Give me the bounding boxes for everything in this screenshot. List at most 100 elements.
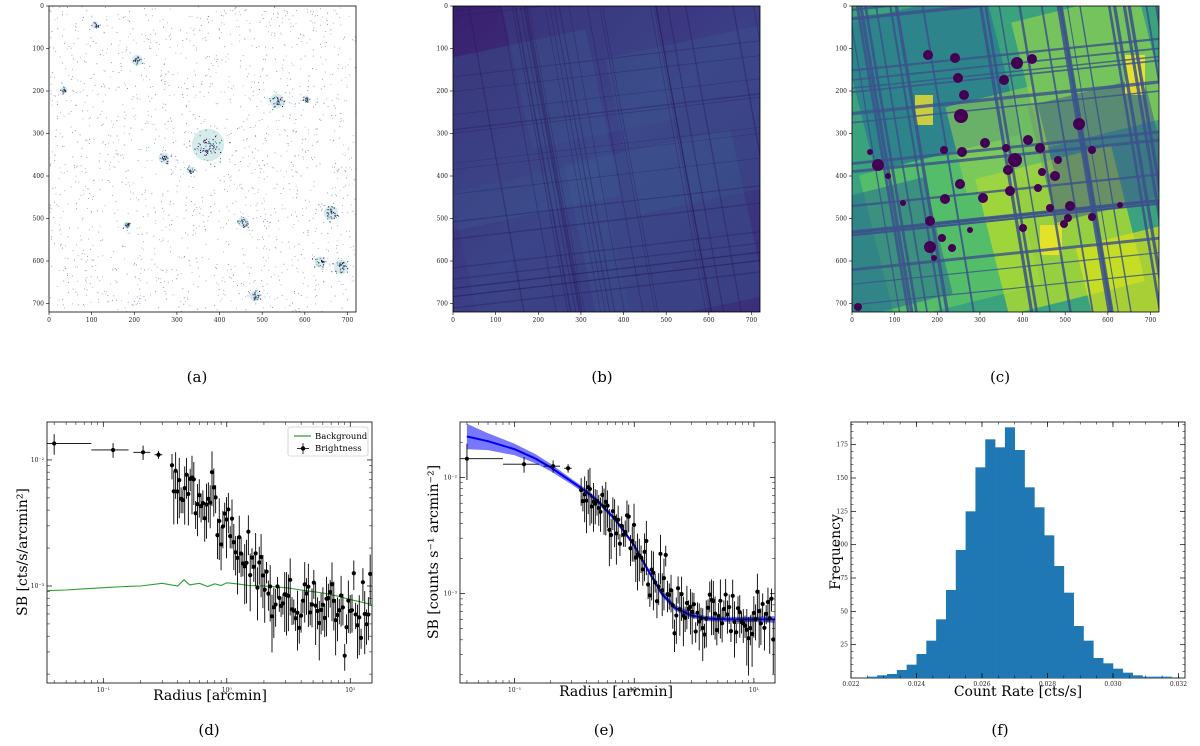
source-pixel (322, 261, 324, 263)
count-pixel (142, 216, 144, 218)
count-pixel (271, 32, 273, 33)
count-pixel (143, 63, 145, 65)
count-pixel (247, 266, 249, 268)
x-tick-label: 0.022 (842, 681, 859, 688)
source-pixel (307, 98, 309, 100)
source-pixel (200, 151, 202, 153)
chip-gap-line (852, 90, 1159, 124)
count-pixel (133, 301, 135, 302)
data-point (614, 531, 619, 536)
count-pixel (176, 191, 178, 193)
count-pixel (239, 11, 241, 13)
count-pixel (353, 245, 355, 247)
count-pixel (227, 190, 229, 192)
count-pixel (274, 298, 276, 300)
y-tick-label: 700 (836, 301, 848, 308)
count-pixel (153, 235, 155, 237)
count-pixel (215, 267, 217, 269)
count-pixel (245, 204, 247, 206)
count-pixel (341, 79, 343, 81)
count-pixel (353, 280, 354, 281)
count-pixel (326, 248, 328, 250)
count-pixel (151, 97, 153, 99)
source-pixel (164, 156, 166, 158)
count-pixel (49, 46, 51, 48)
count-pixel (249, 23, 251, 24)
count-pixel (198, 149, 200, 151)
count-pixel (312, 13, 313, 15)
source-pixel (160, 153, 162, 155)
data-point (670, 603, 675, 608)
count-pixel (329, 264, 331, 266)
count-pixel (283, 176, 285, 178)
count-pixel (204, 118, 206, 120)
count-pixel (302, 149, 304, 151)
count-pixel (166, 22, 168, 24)
count-pixel (323, 36, 325, 38)
count-pixel (332, 22, 334, 24)
count-pixel (109, 76, 111, 78)
data-point (171, 489, 176, 494)
count-pixel (338, 257, 339, 259)
count-pixel (185, 57, 187, 59)
masked-source (1060, 220, 1068, 228)
source-pixel (333, 207, 335, 209)
source-pixel (63, 89, 65, 91)
count-pixel (310, 189, 312, 191)
count-pixel (257, 149, 259, 151)
count-pixel (194, 97, 196, 98)
count-pixel (171, 173, 173, 175)
count-pixel (104, 205, 106, 207)
count-pixel (230, 101, 232, 103)
count-pixel (327, 106, 329, 108)
count-pixel (228, 80, 230, 82)
source-pixel (210, 143, 212, 145)
count-pixel (264, 208, 266, 210)
count-pixel (230, 133, 232, 134)
count-pixel (132, 96, 134, 98)
count-pixel (342, 120, 344, 122)
count-pixel (334, 130, 336, 132)
count-pixel (199, 116, 201, 117)
count-pixel (254, 193, 256, 195)
count-pixel (84, 168, 86, 170)
count-pixel (97, 256, 99, 258)
count-pixel (317, 98, 318, 100)
count-pixel (127, 213, 129, 214)
count-pixel (355, 292, 356, 294)
source-pixel (328, 214, 330, 216)
panel-d-legend: Background Brightness (287, 426, 369, 457)
count-pixel (158, 239, 160, 241)
chip-gap-line (453, 271, 760, 309)
count-pixel (315, 279, 317, 281)
count-pixel (244, 147, 246, 149)
count-pixel (186, 32, 188, 34)
count-pixel (249, 233, 251, 235)
count-pixel (99, 114, 101, 115)
count-pixel (158, 48, 160, 50)
source-pixel (246, 225, 248, 227)
count-pixel (162, 195, 164, 197)
count-pixel (183, 161, 185, 163)
count-pixel (59, 269, 61, 271)
count-pixel (84, 253, 86, 255)
count-pixel (302, 207, 304, 209)
count-pixel (109, 181, 110, 183)
count-pixel (345, 166, 347, 168)
count-pixel (77, 79, 79, 81)
count-pixel (110, 135, 112, 137)
count-pixel (267, 126, 269, 128)
count-pixel (292, 310, 294, 312)
count-pixel (223, 10, 225, 12)
count-pixel (72, 275, 74, 277)
x-tick-label: 700 (746, 317, 758, 324)
count-pixel (249, 127, 251, 129)
count-pixel (62, 35, 64, 37)
count-pixel (262, 143, 264, 145)
count-pixel (220, 91, 222, 93)
count-pixel (203, 221, 205, 223)
count-pixel (147, 114, 149, 116)
count-pixel (166, 128, 168, 130)
data-point (297, 625, 302, 630)
chip-gap-line (586, 6, 644, 312)
